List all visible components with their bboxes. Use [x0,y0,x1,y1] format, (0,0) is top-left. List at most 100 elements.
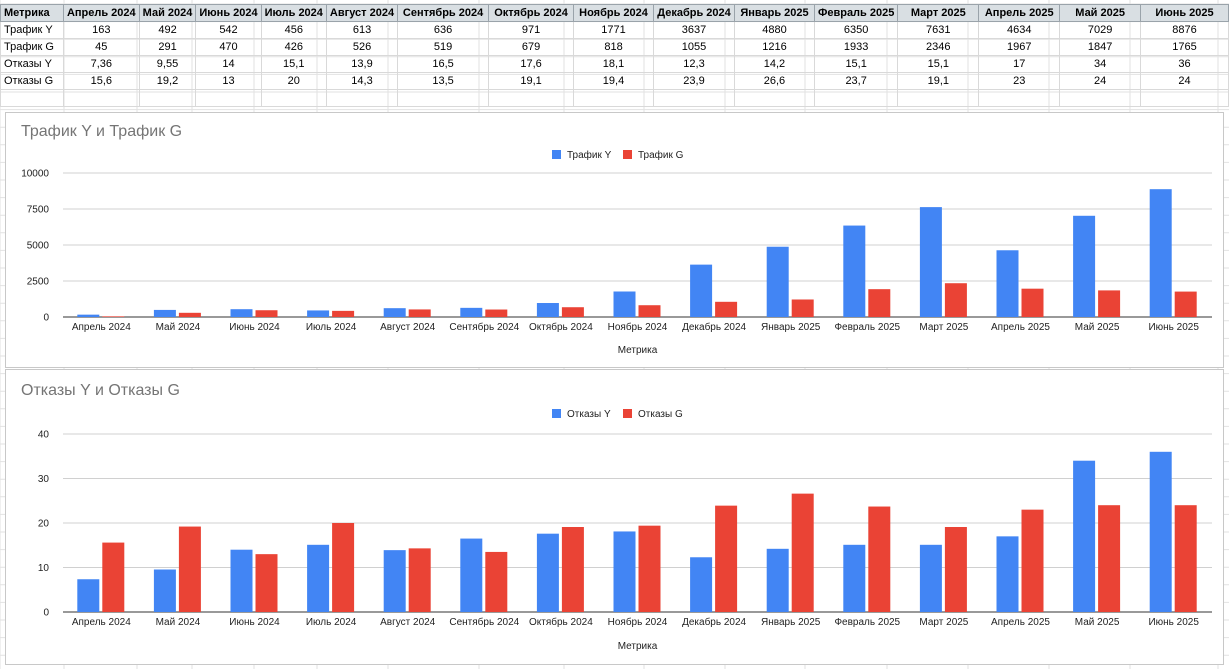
value-cell[interactable]: 7631 [897,21,980,39]
value-cell[interactable]: 426 [260,38,327,56]
empty-cell[interactable] [195,89,262,107]
value-cell[interactable]: 20 [260,72,327,90]
bar-series-g[interactable] [408,309,431,317]
value-cell[interactable]: 34 [1059,55,1142,73]
bar-series-g[interactable] [255,554,278,612]
empty-cell[interactable] [62,89,140,107]
value-cell[interactable]: 2346 [897,38,980,56]
bar-series-g[interactable] [561,307,584,317]
bar-series-g[interactable] [485,551,508,612]
empty-cell[interactable] [573,89,654,107]
value-cell[interactable]: 24 [1140,72,1229,90]
bar-series-y[interactable] [77,314,100,317]
column-header[interactable]: Октябрь 2024 [488,4,575,22]
bar-series-g[interactable] [1098,290,1121,317]
column-header[interactable]: Январь 2025 [733,4,815,22]
value-cell[interactable]: 17,6 [488,55,575,73]
value-cell[interactable]: 163 [62,21,140,39]
value-cell[interactable]: 3637 [653,21,735,39]
bar-series-y[interactable] [153,309,176,317]
value-cell[interactable]: 12,3 [653,55,735,73]
column-header[interactable]: Сентябрь 2024 [397,4,490,22]
empty-cell[interactable] [813,89,899,107]
empty-cell[interactable] [325,89,399,107]
empty-cell[interactable] [397,89,490,107]
bar-series-y[interactable] [1073,215,1096,317]
column-header[interactable]: Июнь 2024 [195,4,262,22]
value-cell[interactable]: 636 [397,21,490,39]
value-cell[interactable]: 7029 [1059,21,1142,39]
value-cell[interactable]: 14,2 [733,55,815,73]
traffic-chart[interactable]: Трафик Y и Трафик G Трафик Y Трафик G 0 250… [5,112,1224,368]
bar-series-y[interactable] [996,536,1019,612]
value-cell[interactable]: 14,3 [325,72,399,90]
bar-series-g[interactable] [408,548,431,612]
value-cell[interactable]: 1216 [733,38,815,56]
bar-series-g[interactable] [1174,505,1197,612]
column-header[interactable]: Июль 2024 [260,4,327,22]
value-cell[interactable]: 456 [260,21,327,39]
row-label-cell[interactable]: Отказы Y [0,55,64,73]
value-cell[interactable]: 15,1 [897,55,980,73]
bar-series-y[interactable] [766,246,789,317]
value-cell[interactable]: 24 [1059,72,1142,90]
column-header[interactable]: Июнь 2025 [1140,4,1229,22]
bar-series-y[interactable] [919,207,942,317]
value-cell[interactable]: 4634 [978,21,1061,39]
value-cell[interactable]: 15,1 [260,55,327,73]
bar-series-y[interactable] [690,264,713,317]
bar-series-y[interactable] [613,291,636,317]
bar-series-g[interactable] [1021,288,1044,317]
value-cell[interactable]: 23 [978,72,1061,90]
value-cell[interactable]: 291 [138,38,197,56]
value-cell[interactable]: 19,1 [897,72,980,90]
bar-series-g[interactable] [638,305,661,317]
bar-series-y[interactable] [766,548,789,612]
bar-series-g[interactable] [791,299,814,317]
value-cell[interactable]: 8876 [1140,21,1229,39]
value-cell[interactable]: 13 [195,72,262,90]
value-cell[interactable]: 36 [1140,55,1229,73]
column-header[interactable]: Май 2024 [138,4,197,22]
bar-series-g[interactable] [178,526,201,612]
empty-cell[interactable] [1140,89,1229,107]
column-header[interactable]: Март 2025 [897,4,980,22]
value-cell[interactable]: 470 [195,38,262,56]
column-header[interactable]: Ноябрь 2024 [573,4,654,22]
bar-series-g[interactable] [255,310,278,317]
value-cell[interactable]: 1771 [573,21,654,39]
column-header[interactable]: Декабрь 2024 [653,4,735,22]
bar-series-g[interactable] [102,542,125,612]
value-cell[interactable]: 1967 [978,38,1061,56]
bar-series-g[interactable] [791,493,814,612]
row-label-cell[interactable]: Трафик Y [0,21,64,39]
bar-series-g[interactable] [332,523,355,612]
bar-series-y[interactable] [460,307,483,317]
bar-series-y[interactable] [77,579,100,612]
bar-series-y[interactable] [1149,451,1172,612]
empty-cell[interactable] [488,89,575,107]
row-label-cell[interactable]: Трафик G [0,38,64,56]
empty-cell[interactable] [138,89,197,107]
bar-series-y[interactable] [307,310,330,317]
bar-series-y[interactable] [843,544,866,612]
value-cell[interactable]: 13,9 [325,55,399,73]
bar-series-y[interactable] [153,569,176,612]
bar-series-y[interactable] [383,308,406,317]
bar-series-g[interactable] [1098,505,1121,612]
bar-series-g[interactable] [638,525,661,612]
bar-series-g[interactable] [1021,509,1044,612]
bar-series-y[interactable] [1073,460,1096,612]
empty-cell[interactable] [0,89,64,107]
bar-series-g[interactable] [715,301,738,317]
value-cell[interactable]: 19,4 [573,72,654,90]
value-cell[interactable]: 1055 [653,38,735,56]
value-cell[interactable]: 45 [62,38,140,56]
value-cell[interactable]: 542 [195,21,262,39]
bar-series-g[interactable] [868,289,891,317]
column-header[interactable]: Апрель 2024 [62,4,140,22]
bar-series-y[interactable] [690,557,713,612]
value-cell[interactable]: 19,1 [488,72,575,90]
empty-cell[interactable] [1059,89,1142,107]
bar-series-y[interactable] [230,549,253,612]
